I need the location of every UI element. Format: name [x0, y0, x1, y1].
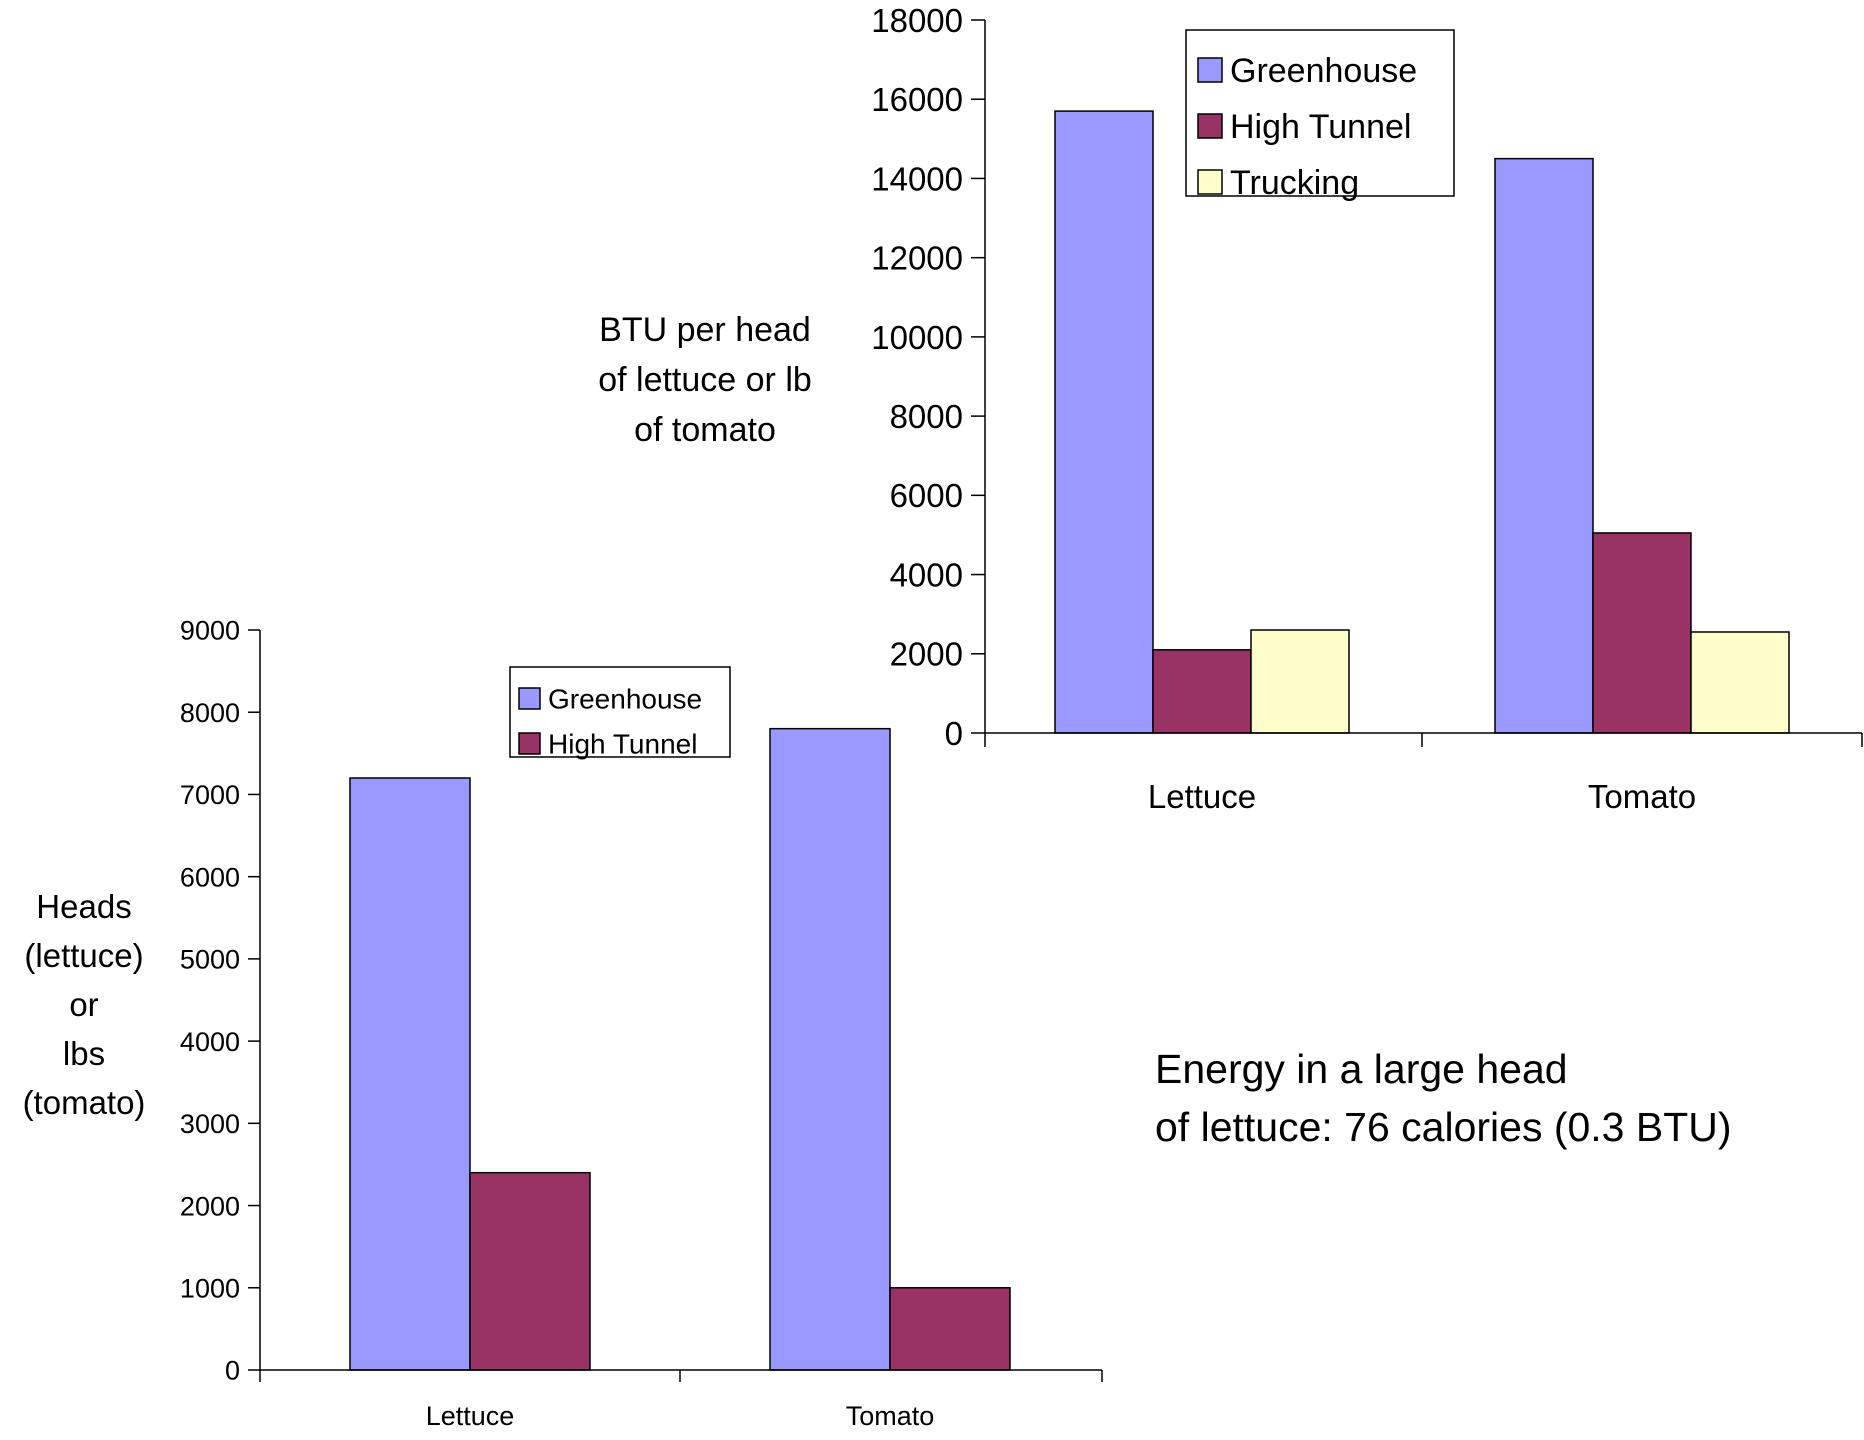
bottom-bar-greenhouse-lettuce [349, 777, 471, 1371]
bottom-y-tick-label: 0 [225, 1356, 240, 1386]
bottom-y-tick-label: 8000 [180, 698, 240, 728]
bottom-y-tick-label: 9000 [180, 616, 240, 646]
bottom-y-tick-label: 3000 [180, 1109, 240, 1139]
top-bar-trucking-tomato [1690, 631, 1790, 734]
top-y-tick-label: 14000 [871, 160, 963, 197]
bottom-y-tick-label: 1000 [180, 1273, 240, 1303]
top-bar-high-tunnel-tomato [1592, 532, 1692, 734]
top-y-tick-label: 2000 [890, 636, 963, 673]
annotation-line-1: Energy in a large head [1155, 1046, 1568, 1092]
bottom-legend: Greenhouse High Tunnel [509, 666, 731, 760]
top-bar-greenhouse-lettuce [1054, 110, 1154, 734]
top-bar-greenhouse-tomato [1494, 157, 1594, 734]
top-x-category-label-lettuce: Lettuce [1148, 778, 1256, 815]
top-ylabel-line-1: BTU per head [599, 311, 811, 349]
bottom-ylabel-line-2: (lettuce) [24, 937, 144, 974]
bottom-y-tick-label: 5000 [180, 945, 240, 975]
top-x-category-label-tomato: Tomato [1588, 778, 1696, 815]
bottom-legend-label-high-tunnel: High Tunnel [548, 729, 697, 760]
top-legend-box [1185, 29, 1455, 197]
top-y-tick-label: 12000 [871, 240, 963, 277]
top-y-tick-label: 8000 [890, 398, 963, 435]
bottom-y-tick-label: 2000 [180, 1191, 240, 1221]
bottom-chart: 0 1000 2000 3000 4000 5000 6000 7000 8000 9000 Let… [180, 616, 1103, 1431]
top-legend-label-trucking: Trucking [1230, 164, 1359, 202]
annotation-line-2: of lettuce: 76 calories (0.3 BTU) [1155, 1104, 1732, 1150]
bottom-x-category-label-tomato: Tomato [846, 1401, 935, 1431]
bottom-legend-swatch-greenhouse [518, 687, 541, 710]
top-chart-y-axis-label: BTU per head of lettuce or lb of tomato [585, 305, 825, 455]
bottom-bar-greenhouse-tomato [769, 727, 891, 1371]
top-ylabel-line-3: of tomato [634, 411, 776, 449]
bottom-bar-high-tunnel-lettuce [469, 1171, 591, 1371]
top-y-tick-label: 18000 [871, 2, 963, 39]
top-bar-trucking-lettuce [1250, 629, 1350, 734]
top-bar-high-tunnel-lettuce [1152, 649, 1252, 734]
bottom-bar-high-tunnel-tomato [889, 1287, 1011, 1371]
top-legend-label-greenhouse: Greenhouse [1230, 52, 1417, 90]
top-y-tick-label: 16000 [871, 81, 963, 118]
top-y-tick-label: 0 [945, 715, 963, 752]
energy-annotation: Energy in a large head of lettuce: 76 ca… [1155, 1040, 1732, 1156]
top-legend-swatch-greenhouse [1197, 57, 1223, 83]
bottom-y-tick-label: 6000 [180, 862, 240, 892]
bottom-y-tick-label: 4000 [180, 1027, 240, 1057]
top-y-tick-label: 4000 [890, 556, 963, 593]
bottom-ylabel-line-5: (tomato) [22, 1084, 146, 1121]
bottom-ylabel-line-4: lbs [62, 1035, 106, 1072]
top-legend: Greenhouse High Tunnel Trucking [1185, 29, 1455, 202]
bottom-legend-box [509, 666, 731, 758]
top-legend-label-high-tunnel: High Tunnel [1230, 108, 1411, 146]
bottom-ylabel-line-1: Heads [36, 888, 132, 925]
top-legend-swatch-high-tunnel [1197, 113, 1223, 139]
top-chart: 0 2000 4000 6000 8000 10000 12000 14000 16000 180… [871, 2, 1863, 815]
bottom-legend-swatch-high-tunnel [518, 732, 541, 755]
bottom-y-tick-label: 7000 [180, 780, 240, 810]
bottom-ylabel-line-3: or [69, 986, 99, 1023]
top-legend-swatch-trucking [1197, 169, 1223, 195]
bottom-legend-label-greenhouse: Greenhouse [548, 684, 702, 715]
top-ylabel-line-2: of lettuce or lb [598, 361, 812, 399]
bottom-x-category-label-lettuce: Lettuce [426, 1401, 515, 1431]
top-y-tick-label: 10000 [871, 319, 963, 356]
bottom-chart-y-axis-label: Heads (lettuce) or lbs (tomato) [0, 882, 168, 1127]
top-y-tick-label: 6000 [890, 477, 963, 514]
